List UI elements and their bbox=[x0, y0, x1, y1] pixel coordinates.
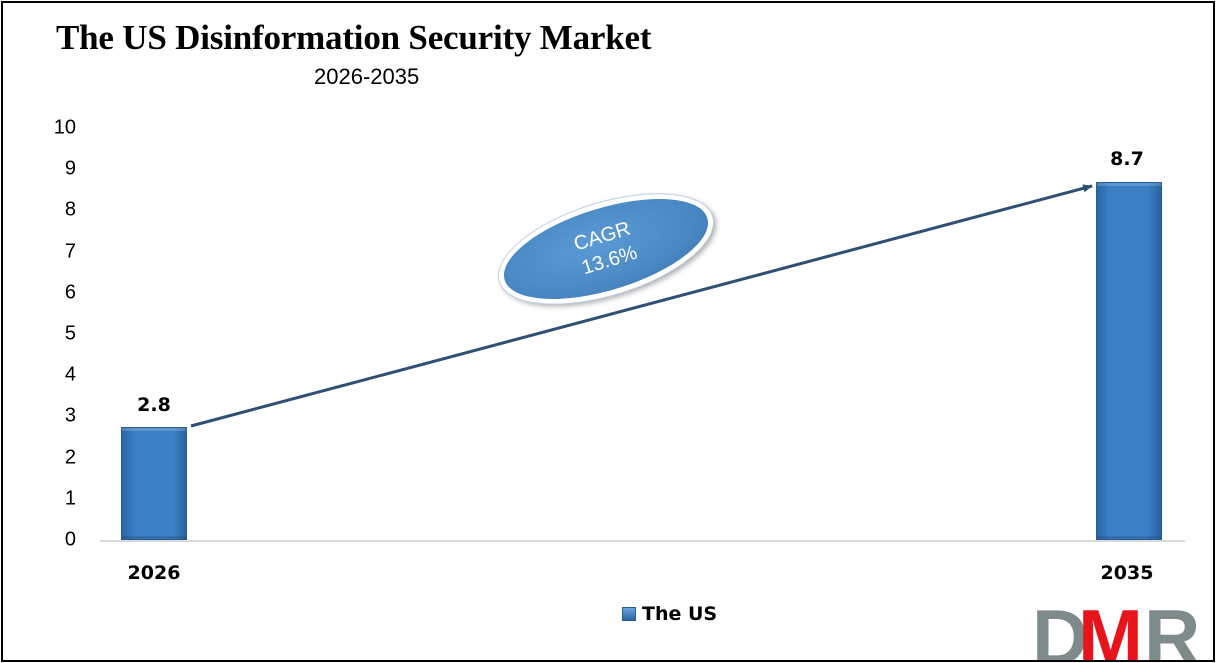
y-tick-1: 1 bbox=[64, 487, 76, 510]
x-label-2026: 2026 bbox=[127, 562, 181, 584]
dmr-logo: D M R bbox=[1032, 598, 1212, 660]
legend: The US bbox=[622, 603, 717, 625]
data-label-2026: 2.8 bbox=[137, 394, 171, 416]
x-label-2035: 2035 bbox=[1100, 562, 1154, 584]
y-tick-5: 5 bbox=[64, 322, 76, 345]
y-tick-7: 7 bbox=[64, 240, 76, 263]
y-tick-3: 3 bbox=[64, 404, 76, 427]
bar-2026 bbox=[121, 427, 187, 540]
data-label-2035: 8.7 bbox=[1110, 148, 1144, 170]
y-tick-6: 6 bbox=[64, 281, 76, 304]
chart-subtitle: 2026-2035 bbox=[314, 64, 420, 89]
logo-letter-m: M bbox=[1078, 598, 1143, 660]
y-tick-4: 4 bbox=[64, 363, 76, 386]
x-axis-baseline bbox=[100, 540, 1185, 542]
logo-letter-r: R bbox=[1144, 598, 1201, 660]
y-tick-9: 9 bbox=[64, 157, 76, 180]
bar-2035 bbox=[1096, 182, 1162, 540]
y-tick-0: 0 bbox=[64, 528, 76, 551]
y-tick-10: 10 bbox=[53, 116, 76, 139]
logo-letter-d: D bbox=[1032, 598, 1089, 660]
y-tick-2: 2 bbox=[64, 446, 76, 469]
legend-label: The US bbox=[642, 603, 718, 625]
y-tick-8: 8 bbox=[64, 198, 76, 221]
legend-swatch-icon bbox=[622, 607, 636, 621]
chart-title: The US Disinformation Security Market bbox=[56, 18, 652, 57]
